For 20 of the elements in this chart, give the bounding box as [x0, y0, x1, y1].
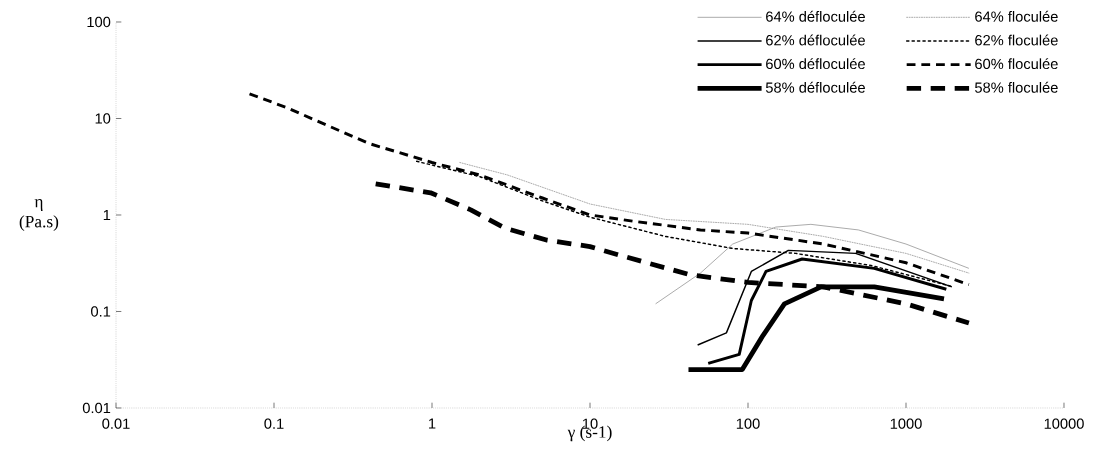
x-tick-label: 1 — [429, 418, 436, 429]
y-tick-label: 0.01 — [82, 402, 111, 414]
legend-label: 60% floculée — [975, 58, 1058, 70]
legend-label: 62% floculée — [975, 34, 1058, 46]
x-tick-label: 0.1 — [264, 418, 284, 429]
x-tick-label: 1000 — [890, 418, 922, 429]
x-tick-label: 100 — [736, 418, 760, 429]
y-tick-label: 10 — [95, 113, 111, 124]
x-tick-label: 10000 — [1044, 418, 1084, 429]
y-tick-label: 100 — [87, 16, 111, 28]
legend-label: 62% défloculée — [766, 34, 865, 46]
legend-label: 58% floculée — [975, 81, 1058, 93]
legend-label: 60% défloculée — [766, 58, 865, 70]
y-tick-label: 0.1 — [91, 306, 111, 317]
legend-label: 64% défloculée — [766, 10, 865, 22]
legend-label: 58% défloculée — [765, 81, 865, 93]
x-tick-label: 0.01 — [102, 418, 130, 429]
y-tick-label: 1 — [103, 209, 111, 221]
y-axis-title: η (Pa.s) — [19, 199, 59, 231]
legend-label: 64% floculée — [975, 10, 1058, 22]
